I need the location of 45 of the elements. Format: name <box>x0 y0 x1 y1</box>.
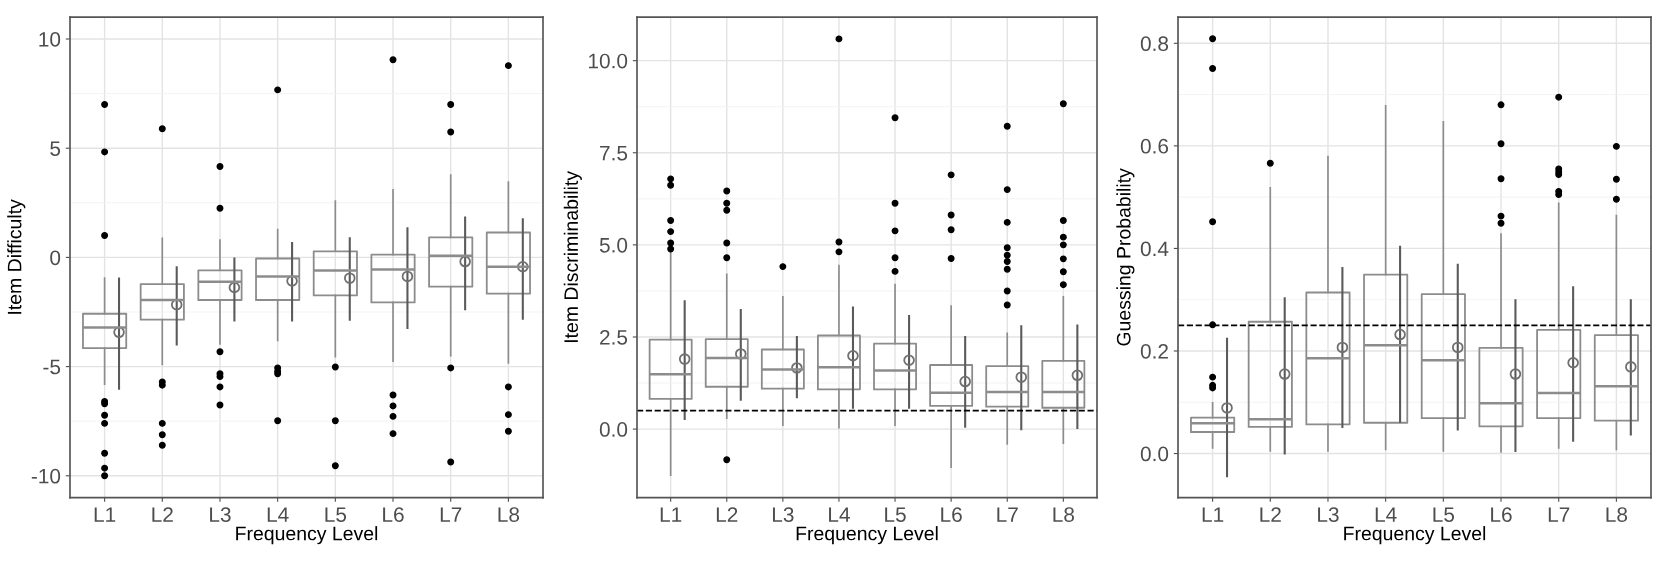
y-axis-title: Guessing Probability <box>1116 168 1135 346</box>
x-tick-label: L3 <box>772 507 794 522</box>
x-tick-label: L7 <box>440 507 462 522</box>
x-tick-label: L1 <box>1202 507 1224 522</box>
y-tick-label: 0.0 <box>1140 446 1169 462</box>
y-tick-label: 10 <box>39 32 61 47</box>
x-tick-label: L7 <box>997 507 1018 522</box>
x-tick-label: L8 <box>1606 507 1628 522</box>
x-tick-label: L5 <box>325 507 347 522</box>
y-tick-label: 0.8 <box>1140 36 1169 52</box>
x-tick-label: L5 <box>885 507 906 522</box>
y-tick-label: 0.6 <box>1140 138 1169 154</box>
y-tick-label: 7.5 <box>600 145 628 161</box>
x-axis-title: Frequency Level <box>1344 526 1486 545</box>
x-tick-label: L1 <box>94 507 116 522</box>
x-tick-label: L3 <box>1318 507 1339 522</box>
x-tick-label: L5 <box>1433 507 1455 522</box>
y-tick-label: 0 <box>50 250 61 266</box>
y-axis-title: Item Discriminability <box>563 171 582 343</box>
y-tick-label: 0.4 <box>1140 241 1169 257</box>
y-tick-label: 2.5 <box>600 329 628 345</box>
x-tick-label: L4 <box>1375 507 1397 522</box>
x-tick-label: L6 <box>1491 507 1512 522</box>
y-axis-title: Item Difficulty <box>7 199 26 314</box>
x-tick-label: L2 <box>152 507 173 522</box>
y-tick-label: 0.2 <box>1140 343 1168 359</box>
y-tick-label: -5 <box>43 359 61 375</box>
x-tick-label: L8 <box>1053 507 1075 522</box>
y-tick-label: 5 <box>50 141 61 156</box>
x-tick-label: L6 <box>383 507 404 522</box>
y-tick-label: 0.0 <box>599 422 628 437</box>
x-tick-label: L2 <box>1260 507 1281 522</box>
x-tick-label: L2 <box>716 507 738 522</box>
y-tick-label: 5.0 <box>599 237 628 253</box>
x-tick-label: L1 <box>660 507 682 522</box>
x-axis-title: Frequency Level <box>796 526 938 545</box>
x-axis-title: Frequency Level <box>236 526 378 545</box>
x-tick-label: L6 <box>941 507 962 522</box>
x-tick-label: L8 <box>498 507 520 522</box>
x-tick-label: L7 <box>1548 507 1570 522</box>
x-tick-label: L3 <box>210 507 231 522</box>
x-tick-label: L4 <box>829 507 850 522</box>
x-tick-label: L4 <box>267 507 289 522</box>
y-tick-label: -10 <box>31 468 61 484</box>
y-tick-label: 10.0 <box>589 53 628 69</box>
